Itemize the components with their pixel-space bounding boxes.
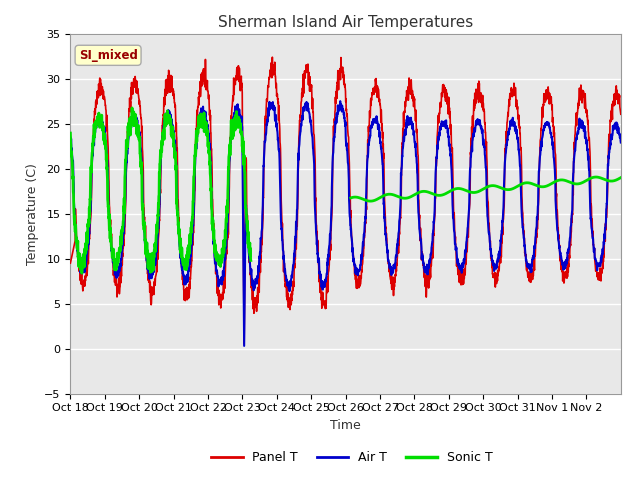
- X-axis label: Time: Time: [330, 419, 361, 432]
- Y-axis label: Temperature (C): Temperature (C): [26, 163, 39, 264]
- Text: SI_mixed: SI_mixed: [79, 49, 138, 62]
- Title: Sherman Island Air Temperatures: Sherman Island Air Temperatures: [218, 15, 473, 30]
- Legend: Panel T, Air T, Sonic T: Panel T, Air T, Sonic T: [206, 446, 498, 469]
